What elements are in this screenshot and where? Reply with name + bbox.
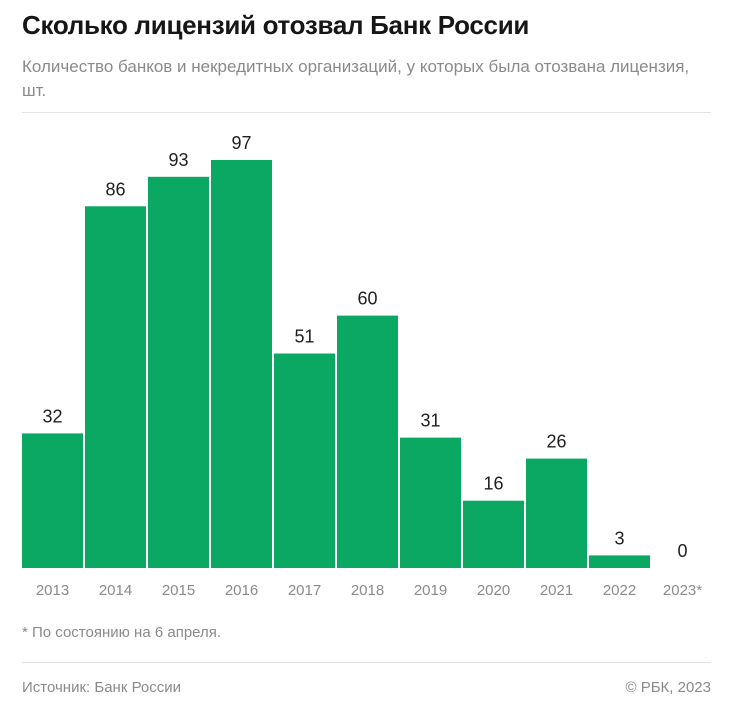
chart-subtitle: Количество банков и некредитных организа… <box>22 57 690 100</box>
x-tick-2022: 2022 <box>603 582 636 599</box>
value-label-2016: 97 <box>231 133 251 153</box>
x-tick-2015: 2015 <box>162 582 195 599</box>
bar-2013 <box>22 433 83 568</box>
x-tick-2023: 2023* <box>663 582 702 599</box>
x-tick-2020: 2020 <box>477 582 510 599</box>
copyright-text: © РБК, 2023 <box>625 679 711 696</box>
value-label-2015: 93 <box>168 150 188 170</box>
bar-2015 <box>148 176 209 569</box>
bar-2018 <box>337 315 398 568</box>
x-tick-2019: 2019 <box>414 582 447 599</box>
x-tick-2017: 2017 <box>288 582 321 599</box>
source-text: Источник: Банк России <box>22 679 182 696</box>
bar-chart: 32 2013 86 2014 93 2015 97 2016 51 2017 60 2018 31 20… <box>22 133 702 599</box>
bottom-divider <box>22 662 711 663</box>
x-tick-2013: 2013 <box>36 582 69 599</box>
bar-2020 <box>463 500 524 568</box>
x-tick-2018: 2018 <box>351 582 384 599</box>
value-label-2019: 31 <box>420 411 440 431</box>
x-tick-2016: 2016 <box>225 582 258 599</box>
value-label-2017: 51 <box>294 327 314 347</box>
value-label-2022: 3 <box>614 528 624 548</box>
bar-2021 <box>526 458 587 568</box>
x-tick-2021: 2021 <box>540 582 573 599</box>
bar-2019 <box>400 437 461 568</box>
value-label-2014: 86 <box>105 179 125 199</box>
value-label-2021: 26 <box>546 432 566 452</box>
value-label-2013: 32 <box>42 406 62 426</box>
x-tick-2014: 2014 <box>99 582 132 599</box>
chart-title: Сколько лицензий отозвал Банк России <box>22 10 530 40</box>
bar-2016 <box>211 160 272 568</box>
top-divider <box>22 112 711 113</box>
value-label-2018: 60 <box>357 289 377 309</box>
footnote: * По состоянию на 6 апреля. <box>22 624 222 641</box>
value-label-2023: 0 <box>677 541 687 561</box>
bar-2014 <box>85 206 146 569</box>
value-label-2020: 16 <box>483 474 503 494</box>
bar-2017 <box>274 353 335 568</box>
bar-2022 <box>589 555 650 568</box>
